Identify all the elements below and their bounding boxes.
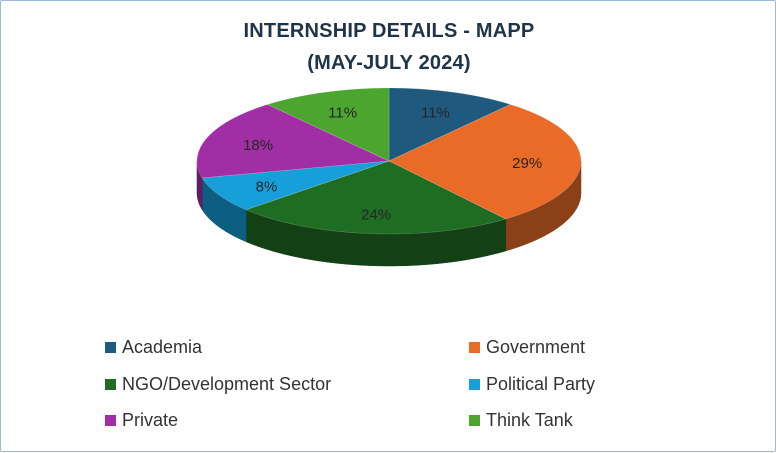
data-label-political-party: 8%	[256, 178, 278, 195]
chart-title-line-2: (MAY-JULY 2024)	[307, 52, 471, 74]
legend-item-ngo-development-sector: NGO/Development Sector	[105, 374, 331, 394]
legend-item-academia: Academia	[105, 337, 202, 357]
legend-item-private: Private	[105, 410, 178, 430]
legend-label: Political Party	[486, 373, 596, 394]
pie-slice-political-party	[201, 160, 390, 211]
pie-slice-private	[196, 104, 391, 179]
legend-label: NGO/Development Sector	[122, 373, 332, 394]
data-label-academia: 11%	[421, 105, 450, 122]
legend-swatch	[105, 378, 116, 390]
legend-label: Think Tank	[486, 409, 573, 430]
legend-item-think-tank: Think Tank	[469, 410, 573, 430]
pie-slice-academia	[388, 87, 512, 162]
legend-label: Government	[486, 336, 586, 357]
data-label-ngo-development-sector: 24%	[361, 206, 391, 223]
data-label-government: 29%	[512, 155, 542, 172]
pie-slices	[196, 87, 582, 235]
legend-label: Private	[122, 409, 179, 430]
legend-label: Academia	[122, 336, 203, 357]
pie-sides	[196, 160, 582, 267]
legend-swatch	[469, 414, 480, 426]
pie-slice-government	[388, 104, 582, 220]
data-label-private: 18%	[243, 137, 273, 154]
data-label-think-tank: 11%	[328, 105, 357, 122]
legend-item-government: Government	[469, 337, 585, 357]
legend-swatch	[105, 414, 116, 426]
chart-title-line-1: INTERNSHIP DETAILS - MAPP	[243, 20, 535, 42]
pie-data-labels: 11% 29% 24% 8% 18% 11%	[243, 105, 542, 224]
legend-swatch	[469, 378, 480, 390]
legend-swatch	[469, 341, 480, 353]
pie-side-private	[196, 161, 203, 211]
pie-slice-ngo-development-sector	[245, 160, 507, 235]
legend-item-political-party: Political Party	[469, 374, 595, 394]
pie-slice-think-tank	[266, 87, 390, 162]
legend-swatch	[105, 341, 116, 353]
